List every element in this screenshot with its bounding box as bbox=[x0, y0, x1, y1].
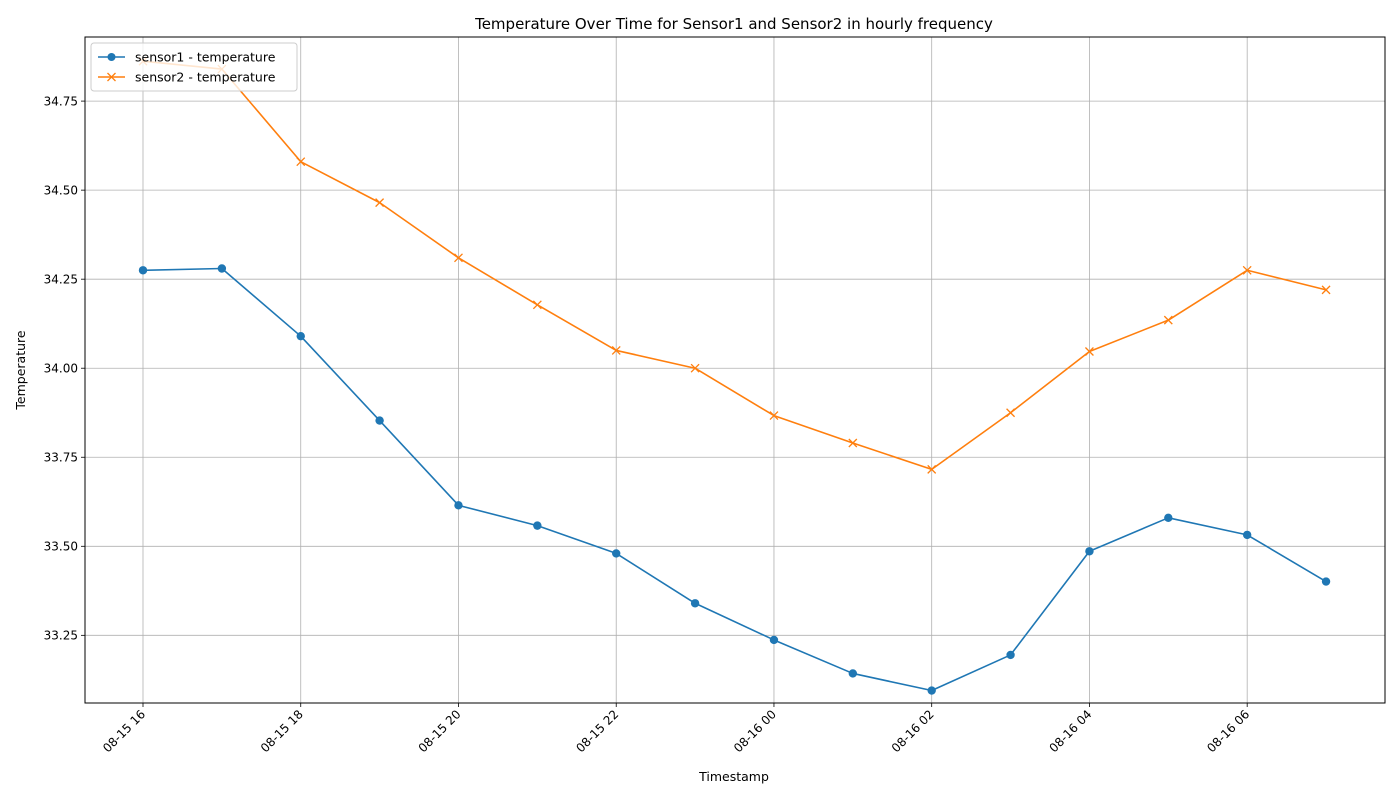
y-tick-label: 33.75 bbox=[44, 451, 78, 465]
y-axis-label: Temperature bbox=[13, 330, 28, 410]
series-line-sensor2 bbox=[142, 60, 1327, 471]
data-point-sensor1 bbox=[690, 599, 700, 608]
legend-marker-sensor1 bbox=[107, 53, 116, 61]
series-line-sensor1 bbox=[142, 267, 1327, 692]
x-tick-label: 08-15 16 bbox=[100, 707, 148, 755]
series-layer bbox=[138, 56, 1331, 695]
data-point-sensor2 bbox=[848, 438, 858, 448]
x-tick-label: 08-16 04 bbox=[1047, 707, 1095, 755]
y-tick-label: 34.75 bbox=[44, 94, 78, 108]
x-tick-label: 08-15 22 bbox=[573, 707, 621, 755]
data-point-sensor2 bbox=[1163, 315, 1173, 325]
legend: sensor1 - temperature sensor2 - temperat… bbox=[90, 42, 298, 92]
legend-marker-sensor2 bbox=[107, 72, 116, 82]
x-tick-label: 08-15 18 bbox=[258, 707, 306, 755]
data-point-sensor2 bbox=[454, 253, 463, 263]
x-axis: 08-15 16 08-15 18 08-15 20 08-15 22 08-16 00… bbox=[100, 703, 1252, 755]
y-tick-label: 33.50 bbox=[44, 540, 78, 554]
x-tick-label: 08-16 02 bbox=[889, 707, 937, 755]
data-point-sensor2 bbox=[375, 198, 385, 208]
data-point-sensor1 bbox=[296, 331, 305, 341]
data-point-sensor2 bbox=[1321, 285, 1331, 295]
data-point-sensor1 bbox=[848, 669, 858, 678]
plot-area bbox=[84, 36, 1386, 704]
x-axis-label: Timestamp bbox=[698, 769, 769, 784]
data-point-sensor2 bbox=[296, 157, 306, 167]
data-point-sensor1 bbox=[1242, 530, 1252, 540]
data-point-sensor2 bbox=[532, 300, 542, 310]
data-point-sensor1 bbox=[138, 266, 148, 275]
legend-label-sensor2: sensor2 - temperature bbox=[135, 70, 276, 85]
data-point-sensor1 bbox=[217, 264, 227, 273]
data-point-sensor1 bbox=[375, 416, 384, 425]
y-tick-label: 34.50 bbox=[44, 183, 78, 197]
grid bbox=[85, 37, 1385, 703]
data-point-sensor1 bbox=[533, 521, 542, 530]
legend-label-sensor1: sensor1 - temperature bbox=[135, 50, 276, 65]
data-point-sensor2 bbox=[611, 345, 621, 355]
data-point-sensor2 bbox=[927, 464, 937, 474]
y-tick-label: 33.25 bbox=[44, 629, 78, 643]
data-point-sensor1 bbox=[1164, 513, 1173, 523]
y-axis: 33.25 33.50 33.75 34.00 34.25 34.50 34.75 bbox=[44, 94, 85, 643]
data-point-sensor1 bbox=[927, 686, 936, 695]
data-point-sensor1 bbox=[1321, 577, 1331, 586]
data-point-sensor1 bbox=[454, 501, 463, 510]
y-tick-label: 34.25 bbox=[44, 272, 78, 286]
data-point-sensor1 bbox=[1006, 650, 1015, 660]
data-point-sensor2 bbox=[1006, 408, 1016, 418]
data-point-sensor1 bbox=[1085, 547, 1094, 556]
data-point-sensor2 bbox=[769, 411, 779, 421]
data-point-sensor1 bbox=[769, 635, 779, 645]
x-tick-label: 08-16 06 bbox=[1204, 707, 1252, 755]
data-point-sensor2 bbox=[1084, 347, 1094, 356]
chart-title: Temperature Over Time for Sensor1 and Se… bbox=[474, 15, 993, 33]
y-tick-label: 34.00 bbox=[44, 362, 78, 376]
legend-box bbox=[90, 42, 298, 92]
x-tick-label: 08-16 00 bbox=[731, 707, 779, 755]
x-tick-label: 08-15 20 bbox=[416, 707, 464, 755]
data-point-sensor1 bbox=[612, 549, 621, 558]
data-point-sensor2 bbox=[1242, 265, 1252, 275]
data-point-sensor2 bbox=[690, 363, 700, 373]
